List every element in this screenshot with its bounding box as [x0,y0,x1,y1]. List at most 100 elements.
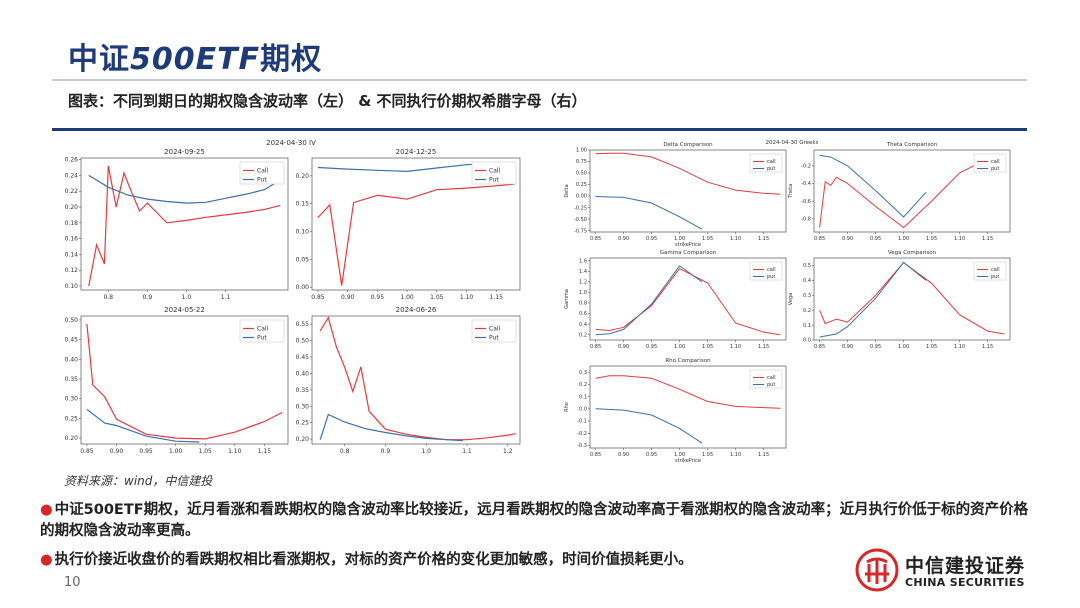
x-tick-label: 0.95 [870,236,881,242]
y-axis-label: Theta [788,184,794,199]
legend-label: Call [489,168,501,175]
x-tick-label: 0.95 [139,448,153,455]
y-tick-label: 1.2 [579,279,587,285]
y-tick-label: 0.50 [296,338,310,345]
legend-label: put [767,166,775,172]
y-tick-label: 0.00 [296,284,310,291]
x-tick-label: 0.95 [646,344,657,350]
x-tick-label: 1.15 [258,448,272,455]
series-line-call [595,267,781,336]
legend-box [239,161,285,185]
y-tick-label: 1.6 [579,258,587,264]
legend-box [749,369,783,389]
x-tick-label: 1.10 [954,344,965,350]
y-tick-label: 1.4 [579,269,587,275]
x-tick-label: 0.90 [842,344,853,350]
y-tick-label: 0.55 [296,321,310,328]
y-tick-label: -0.8 [801,216,811,222]
x-tick-label: 0.90 [618,452,629,458]
y-tick-label: -0.2 [801,164,811,170]
series-line-put [86,408,200,443]
y-tick-label: 0.05 [296,256,310,263]
chart-title: 2024-12-25 [396,148,437,156]
series-line-call [88,165,281,287]
series-line-put [819,154,927,218]
x-tick-label: 1.1 [221,294,231,301]
legend-label: Call [257,168,269,175]
chart-2024-12-25: 2024-12-25 0.85 0.90 0.95 1.00 1.05 1.10 1.15 0.… [296,148,521,301]
x-tick-label: 1.00 [674,344,685,350]
legend-label: Call [257,326,269,333]
y-tick-label: 0.2 [579,382,587,388]
page-number: 10 [64,575,81,590]
x-tick-label: 1.05 [702,344,713,350]
legend-label: Call [489,326,501,333]
y-tick-label: 0.20 [65,435,79,442]
y-tick-label: 0.0 [579,407,587,413]
y-tick-label: -0.50 [574,217,587,223]
title-divider [52,79,1027,81]
x-tick-label: 1.10 [730,236,741,242]
x-tick-label: 1.10 [954,236,965,242]
x-tick-label: 0.85 [814,344,825,350]
x-tick-label: 0.95 [646,452,657,458]
x-tick-label: 1.00 [898,236,909,242]
series-line-call [317,183,515,286]
y-tick-label: 0.20 [296,436,310,443]
x-tick-label: 0.85 [311,294,325,301]
x-tick-label: 0.95 [870,344,881,350]
legend: Call Put [239,319,285,343]
x-axis-label: strikePrice [675,458,701,462]
y-tick-label: 0.25 [296,420,310,427]
y-tick-label: 0.10 [296,229,310,236]
chart-title: Vega Comparison [888,250,937,256]
y-tick-label: 0.22 [65,188,79,195]
x-tick-label: 0.85 [814,236,825,242]
y-tick-label: -0.1 [577,419,587,425]
china-securities-logo-icon [855,548,899,592]
x-tick-label: 1.2 [503,448,513,455]
chart-2024-09-25: 2024-09-25 0.8 0.9 1.0 1.1 0.10 0.12 0.14 0.16 0.… [65,148,289,301]
x-tick-label: 0.90 [618,344,629,350]
bullet-dot-icon: ● [40,552,53,568]
greeks-figure-title: 2024-04-30 Greeks [766,140,819,146]
y-tick-label: 0.45 [65,337,79,344]
chart-title: Rho Comparison [665,358,711,364]
x-tick-label: 1.15 [758,452,769,458]
y-tick-label: -0.3 [577,443,587,449]
series-line-call [595,375,781,409]
legend: Call Put [239,161,285,185]
y-tick-label: 0.00 [576,194,587,200]
x-tick-label: 0.90 [341,294,355,301]
bullet-point-2: ● 执行价接近收盘价的看跌期权相比看涨期权，对标的资产价格的变化更加敏感，时间价值… [40,552,693,568]
x-tick-label: 1.05 [430,294,444,301]
y-tick-label: 0.3 [803,293,811,299]
legend-label: put [767,382,775,388]
y-tick-label: 1.00 [576,148,587,154]
greeks-charts: 2024-04-30 Greeks Delta Comparison 0.85 0.9… [564,140,1011,464]
y-tick-label: -0.25 [574,205,587,211]
chart-rho-comparison: Rho Comparison 0.85 0.90 0.95 1.00 1.05 1.10 1.… [564,358,787,464]
x-tick-label: 1.00 [169,448,183,455]
chart-theta-comparison: Theta Comparison 0.85 0.90 0.95 1.00 1.05 1.10… [788,142,1011,242]
legend: Call Put [471,161,517,185]
x-tick-label: 0.85 [80,448,94,455]
x-tick-label: 1.10 [228,448,242,455]
legend-label: call [991,267,1000,273]
iv-charts: 2024-04-30 IV 2024-09-25 0.8 0.9 1.0 1.1 0.10 0… [65,139,521,455]
legend-label: call [767,267,776,273]
legend-box [749,153,783,173]
y-tick-label: 0.18 [65,220,79,227]
y-tick-label: 0.4 [803,278,811,284]
y-tick-label: 0.20 [296,173,310,180]
chart-gamma-comparison: Gamma Comparison 0.85 0.90 0.95 1.00 1.05 1.10… [564,250,787,350]
x-tick-label: 1.00 [400,294,414,301]
y-tick-label: 0.20 [65,204,79,211]
y-tick-label: 0.35 [65,376,79,383]
legend-box [471,319,517,343]
legend-label: Put [257,177,267,184]
series-line-call [86,323,283,440]
legend-label: put [991,274,999,280]
y-axis-label: Gamma [564,289,570,309]
